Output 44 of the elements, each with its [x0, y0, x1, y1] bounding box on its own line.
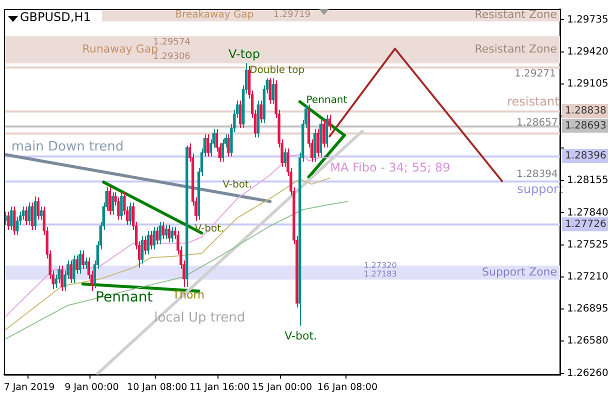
band-label: Resistant Zone	[474, 8, 558, 22]
ref-line-label: 1.28396	[565, 150, 606, 162]
band-label: Support Zone	[482, 265, 558, 278]
annotation: 1.27183	[364, 270, 397, 279]
y-tick-label: 1.27210	[567, 271, 608, 282]
y-tick-label: 1.26580	[567, 336, 608, 347]
y-tick-label: 1.26895	[567, 304, 608, 315]
annotation: Breakaway Gap	[175, 9, 254, 20]
x-tick-label: 15 Jan 00:00	[252, 382, 312, 393]
annotation: V-bot.	[284, 330, 318, 343]
annotation: 1.28657	[516, 117, 558, 128]
x-tick-label: 16 Jan 08:00	[317, 382, 378, 393]
annotation: 1.28394	[516, 168, 558, 180]
x-tick-label: 9 Jan 00:00	[64, 382, 119, 393]
annotation: resistant	[507, 94, 560, 108]
y-tick-label: 1.27840	[567, 207, 608, 218]
annotation: Pennant	[96, 289, 154, 306]
band-label: Resistant Zone	[474, 42, 558, 56]
y-tick-label: 1.27525	[567, 239, 608, 250]
y-tick-label: 1.29735	[567, 14, 608, 26]
annotation: main Down trend	[11, 139, 124, 154]
annotation: Pennant	[306, 94, 348, 106]
y-tick-label: 1.26260	[567, 368, 608, 380]
ref-line-label: 1.28838	[565, 106, 606, 117]
annotation: 1.29574	[153, 37, 191, 48]
annotation: 1.29719	[273, 10, 311, 20]
annotation: local Up trend	[154, 310, 246, 326]
annotation: 1.27320	[364, 260, 397, 270]
annotation: 1.29271	[514, 68, 556, 80]
annotation: V-top	[228, 46, 260, 61]
ref-line-label: 1.27726	[565, 218, 606, 230]
y-tick-label: 1.29105	[567, 78, 608, 90]
ref-line-label: 1.28693	[565, 120, 606, 132]
chart-title: GBPUSD,H1	[20, 10, 91, 24]
y-tick-label: 1.28155	[567, 175, 608, 186]
x-tick-label: 7 Jan 2019	[4, 382, 55, 393]
annotation: Double top	[250, 64, 305, 76]
annotation: V-bot.	[222, 180, 252, 191]
x-tick-label: 11 Jan 16:00	[189, 382, 250, 393]
annotation: Thorn	[172, 288, 205, 302]
x-tick-label: 10 Jan 08:00	[127, 382, 188, 393]
annotation: V-bot.	[194, 223, 224, 234]
y-tick-label: 1.29420	[567, 46, 608, 58]
annotation: MA Fibo - 34; 55; 89	[330, 160, 450, 175]
